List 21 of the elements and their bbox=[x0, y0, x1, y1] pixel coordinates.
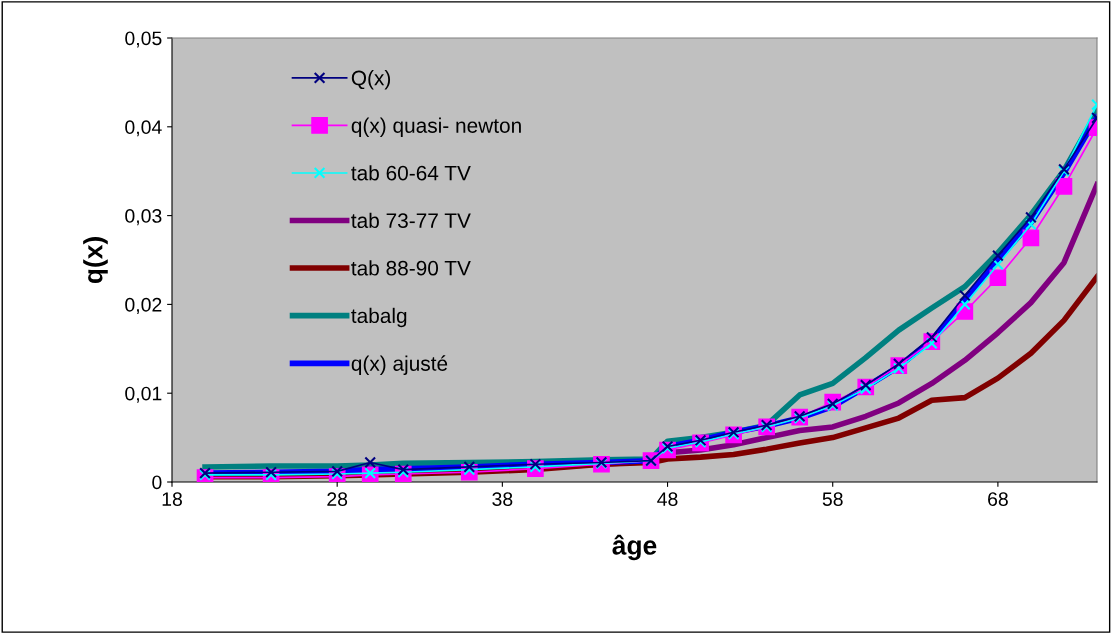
x-tick-label: 48 bbox=[657, 492, 678, 506]
y-tick-label: 0,04 bbox=[125, 120, 162, 137]
legend-label: tabalg bbox=[351, 307, 407, 328]
legend-label: q(x) ajusté bbox=[351, 355, 448, 376]
legend-label: tab 88-90 TV bbox=[351, 260, 471, 276]
y-tick-label: 0 bbox=[152, 475, 162, 490]
x-tick-label: 18 bbox=[162, 492, 182, 506]
legend-label: tab 73-77 TV bbox=[351, 212, 471, 229]
y-tick-label: 0,05 bbox=[125, 31, 162, 48]
y-tick-label: 0,02 bbox=[125, 297, 162, 314]
x-tick-label: 38 bbox=[492, 492, 513, 506]
y-tick-label: 0,01 bbox=[125, 386, 162, 403]
legend-label: tab 60-64 TV bbox=[351, 165, 471, 181]
x-axis-title: âge bbox=[612, 534, 657, 561]
y-tick-label: 0,03 bbox=[125, 209, 162, 226]
x-tick-label: 58 bbox=[822, 492, 843, 506]
legend-label: Q(x) bbox=[351, 70, 391, 90]
y-axis-title: q(x) bbox=[83, 237, 108, 284]
x-tick-label: 28 bbox=[327, 492, 348, 506]
x-tick-label: 68 bbox=[988, 492, 1008, 506]
legend-label: q(x) quasi- newton bbox=[351, 117, 521, 138]
